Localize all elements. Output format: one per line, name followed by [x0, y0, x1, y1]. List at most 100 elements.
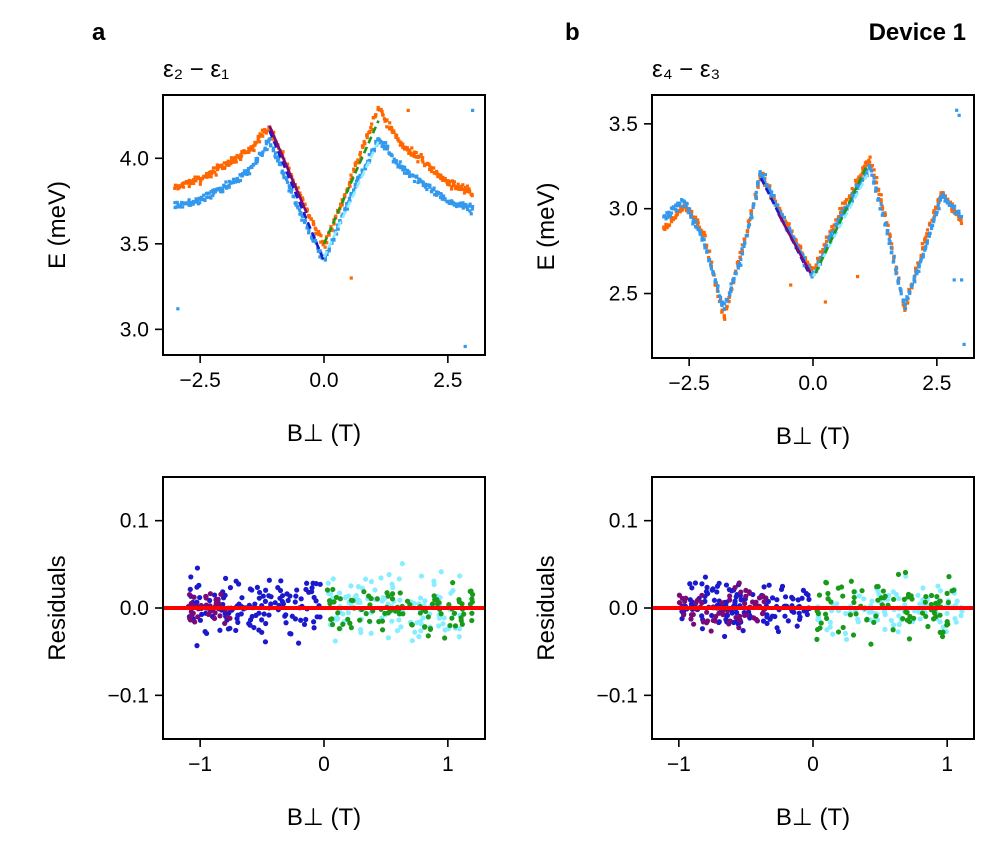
residual-point-green [949, 588, 955, 594]
data-point-lower-branch [403, 165, 407, 169]
data-point-upper-branch [224, 163, 229, 167]
data-point-lower-branch [287, 189, 291, 193]
data-point-data-orange [693, 215, 698, 219]
data-point-data-orange [700, 233, 705, 237]
data-point-upper-branch [354, 160, 358, 164]
data-point-lower-branch [218, 188, 222, 192]
data-point-lower-branch [180, 201, 184, 206]
data-point-lower-branch [441, 195, 445, 199]
residual-point-green [333, 594, 340, 600]
residual-point-cyan [358, 629, 364, 636]
residual-point-purple [212, 610, 218, 616]
x-tick-label: 0.0 [798, 372, 827, 395]
residual-point-purple [186, 592, 193, 598]
data-point-data-blue [756, 183, 760, 187]
data-point-data-blue [945, 201, 949, 205]
data-point-lower-branch [261, 150, 265, 154]
data-point-lower-branch [327, 246, 331, 250]
x-axis-label: B⊥ (T) [287, 420, 361, 447]
data-point-lower-branch [255, 160, 259, 164]
data-point-data-orange [805, 260, 810, 264]
data-point-lower-branch [267, 138, 271, 142]
data-point-upper-branch [358, 150, 363, 155]
data-point-lower-branch [403, 167, 407, 172]
data-point-lower-branch [280, 169, 284, 173]
y-tick-label: 3.0 [120, 318, 149, 341]
data-point-upper-branch [470, 194, 474, 198]
residual-point-purple [690, 621, 697, 627]
data-point-upper-branch [463, 186, 467, 190]
residual-point-navy [309, 585, 315, 591]
data-point-lower-branch [452, 201, 456, 206]
data-point-lower-branch [378, 141, 382, 145]
data-point-lower-branch [313, 239, 318, 243]
residual-point-purple [736, 580, 742, 586]
residual-point-cyan [330, 576, 336, 582]
data-point-data-blue [940, 193, 944, 197]
residual-point-cyan [896, 595, 902, 602]
data-point-lower-branch [205, 191, 209, 195]
data-point-lower-branch [187, 198, 191, 202]
residual-point-navy [772, 613, 778, 620]
residual-point-cyan [348, 583, 354, 589]
data-point-upper-branch [395, 133, 399, 138]
data-point-data-blue [714, 280, 718, 284]
residual-point-green [816, 592, 823, 598]
data-point-data-blue [934, 212, 938, 217]
data-point-lower-branch [345, 202, 349, 206]
residual-point-cyan [438, 569, 444, 575]
data-point-upper-branch [285, 162, 290, 166]
data-point-lower-branch [302, 220, 307, 225]
residual-point-cyan [827, 624, 833, 630]
residual-point-navy [769, 595, 776, 601]
residual-point-navy [782, 594, 789, 600]
data-point-data-orange [696, 221, 700, 225]
data-point-lower-branch [336, 223, 340, 227]
data-point-lower-branch [469, 212, 473, 216]
data-point-upper-branch [412, 150, 416, 154]
data-point-data-blue [861, 177, 865, 181]
residual-point-green [868, 641, 874, 647]
fit-neg-purple-line [777, 213, 812, 274]
residual-point-green [937, 612, 943, 618]
data-point-data-blue [760, 174, 764, 178]
data-point-data-blue [798, 249, 802, 253]
residual-point-cyan [896, 613, 902, 619]
data-point-data-orange [763, 183, 767, 187]
residual-point-green [925, 623, 931, 630]
data-point-data-orange [725, 305, 729, 309]
residual-point-cyan [396, 617, 402, 623]
residual-point-navy [196, 582, 202, 588]
residual-point-navy [304, 580, 310, 586]
data-point-lower-branch [431, 188, 436, 192]
residual-point-purple [720, 612, 726, 618]
data-point-lower-branch [398, 160, 402, 164]
data-point-lower-branch [436, 190, 440, 195]
residual-point-green [442, 635, 448, 641]
data-point-lower-branch [394, 159, 398, 163]
residual-point-green [363, 611, 369, 617]
residual-point-purple [760, 593, 766, 599]
residual-point-green [429, 601, 436, 607]
residual-point-navy [794, 623, 800, 629]
data-point-lower-branch [213, 190, 217, 194]
data-point-upper-branch [399, 140, 403, 144]
data-point-lower-branch [374, 139, 378, 144]
residual-point-green [944, 590, 950, 596]
data-point-data-blue [754, 190, 758, 195]
data-point-data-blue [932, 217, 936, 221]
residual-point-navy [262, 639, 269, 645]
data-point-data-blue [905, 298, 909, 302]
residual-point-green [851, 589, 857, 595]
data-point-lower-branch [274, 156, 278, 160]
residual-point-navy [732, 598, 738, 604]
residual-point-green [937, 598, 943, 604]
data-point-lower-branch [264, 139, 268, 143]
residual-point-navy [303, 616, 309, 623]
data-point-data-blue [689, 215, 693, 219]
data-point-upper-branch [202, 175, 206, 179]
residual-point-green [878, 595, 884, 601]
data-point-data-blue [755, 181, 760, 185]
residual-point-purple [710, 617, 716, 624]
data-point-data-blue [691, 222, 695, 226]
